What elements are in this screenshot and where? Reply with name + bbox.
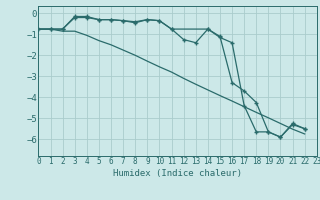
X-axis label: Humidex (Indice chaleur): Humidex (Indice chaleur) [113,169,242,178]
